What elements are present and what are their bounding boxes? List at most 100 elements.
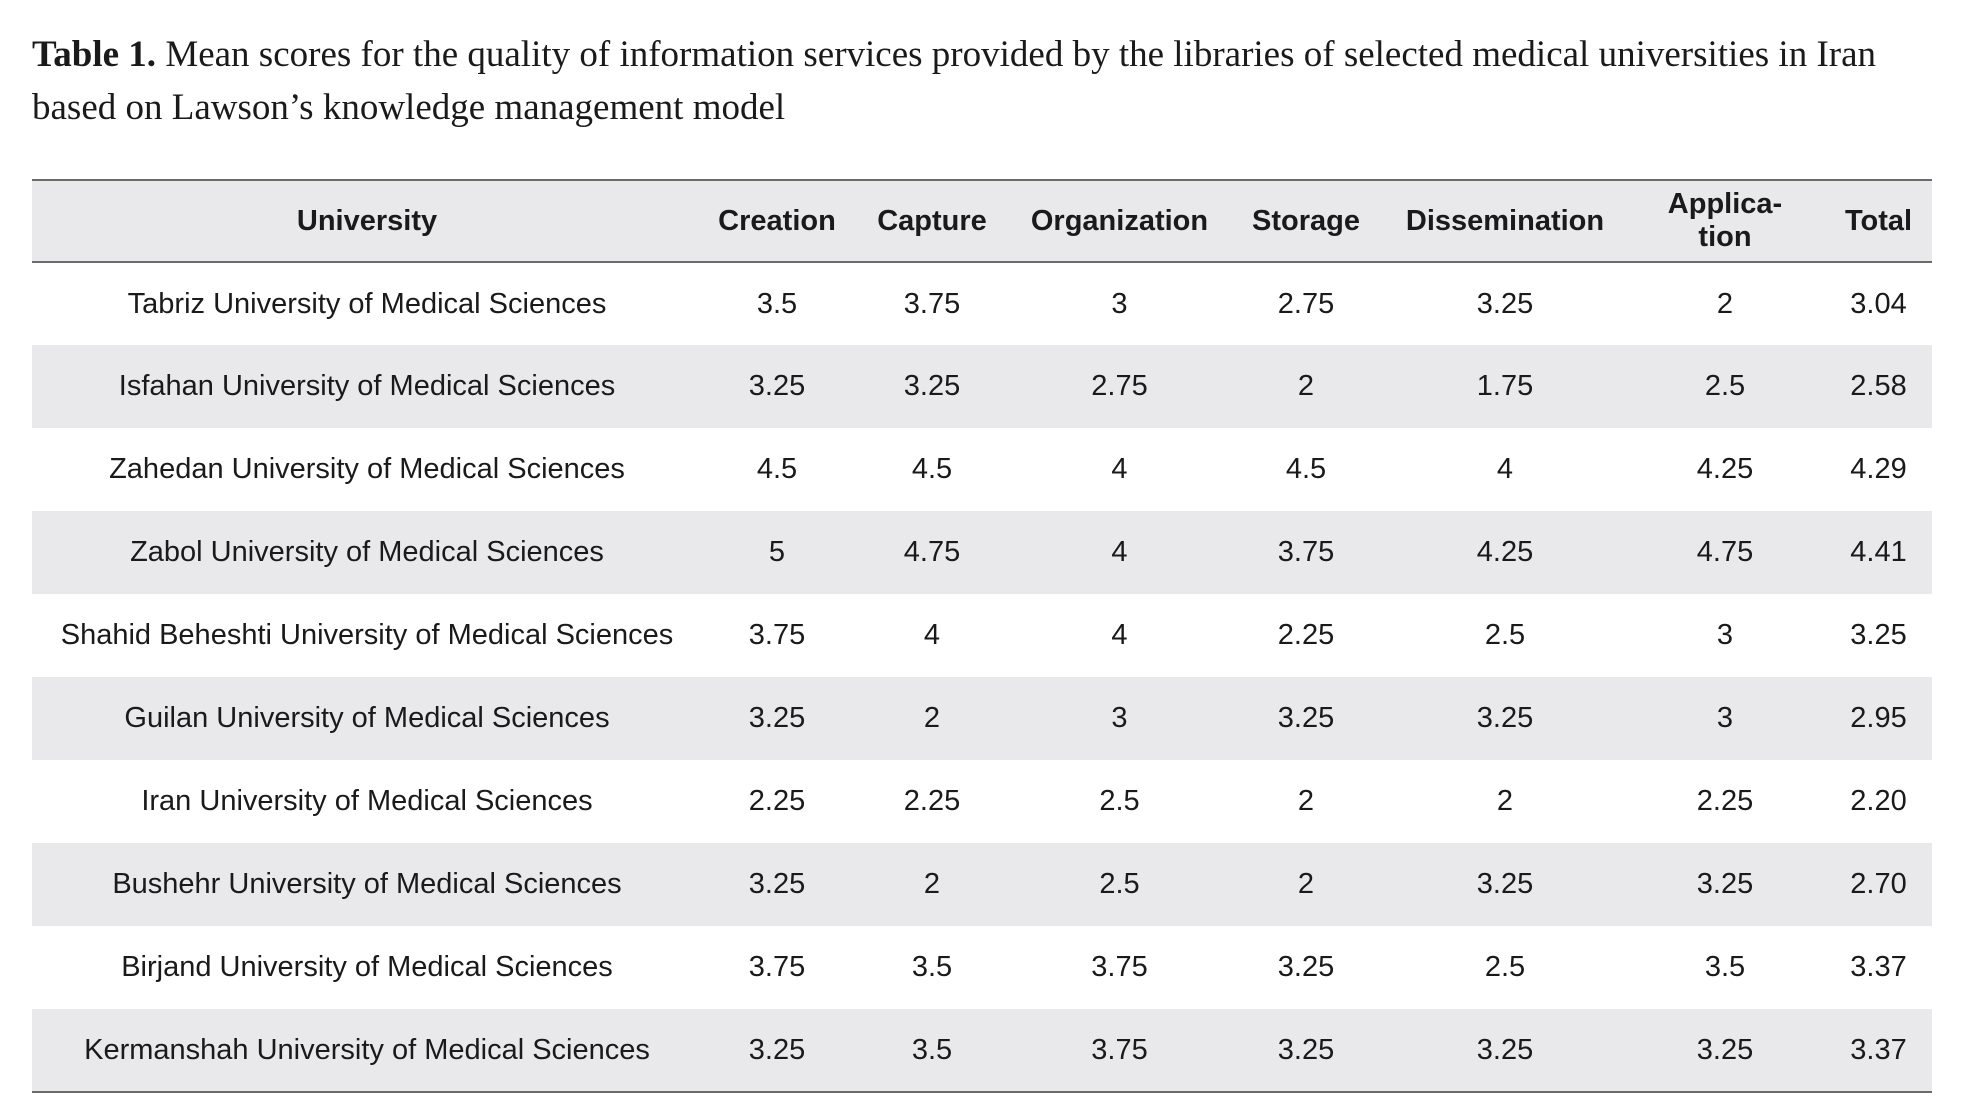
cell-application: 2.25	[1696, 785, 1754, 817]
cell-creation: 3.25	[748, 702, 806, 734]
cell-university: Isfahan University of Medical Sciences	[118, 370, 616, 402]
cell-storage: 3.25	[1277, 702, 1335, 734]
cell-organization: 4	[1111, 453, 1128, 485]
cell-capture: 3.5	[911, 951, 953, 983]
cell-dissemination: 3.25	[1476, 702, 1534, 734]
cell-storage: 2	[1297, 370, 1315, 402]
cell-total: 3.37	[1850, 951, 1907, 983]
cell-creation: 3.25	[748, 1033, 806, 1066]
cell-organization: 2.75	[1091, 370, 1148, 402]
cell-organization: 3	[1111, 287, 1128, 320]
cell-creation: 2.25	[748, 785, 806, 817]
header-capture: Capture	[877, 204, 987, 237]
document: Table 1. Mean scores for the quality of …	[32, 28, 1932, 1092]
cell-university: Zahedan University of Medical Sciences	[109, 453, 625, 485]
caption-label: Table 1.	[32, 34, 157, 75]
cell-application: 3.25	[1696, 868, 1754, 900]
cell-organization: 2.5	[1099, 785, 1140, 817]
cell-creation: 3.25	[748, 868, 806, 900]
cell-application: 2	[1716, 287, 1734, 320]
cell-dissemination: 3.25	[1476, 1033, 1534, 1066]
cell-organization: 3	[1111, 702, 1128, 734]
cell-storage: 2	[1297, 868, 1315, 900]
cell-dissemination: 3.25	[1476, 868, 1534, 900]
cell-capture: 3.25	[903, 370, 961, 402]
scores-table: University Creation Capture Organization…	[32, 179, 1932, 1093]
cell-storage: 3.25	[1277, 951, 1335, 983]
caption-text: Mean scores for the quality of informati…	[32, 34, 1877, 128]
cell-dissemination: 3.25	[1476, 287, 1534, 320]
table-row: Bushehr University of Medical Sciences 3.…	[32, 843, 1932, 926]
cell-storage: 2.75	[1277, 287, 1335, 320]
header-application-line1: Applica-	[1667, 188, 1783, 220]
cell-storage: 2.25	[1277, 619, 1335, 651]
header-total: Total	[1844, 204, 1913, 237]
table-row: Zahedan University of Medical Sciences 4.…	[32, 428, 1932, 511]
cell-total: 2.58	[1850, 370, 1907, 402]
table-row: Kermanshah University of Medical Science…	[32, 1009, 1932, 1092]
cell-capture: 4.75	[903, 536, 961, 568]
cell-creation: 3.75	[748, 951, 806, 983]
header-storage: Storage	[1252, 204, 1360, 237]
header-application: Applica-tion	[1625, 180, 1825, 262]
cell-capture: 2	[923, 702, 941, 734]
cell-dissemination: 4	[1496, 453, 1514, 485]
table-row: Guilan University of Medical Sciences 3.2…	[32, 677, 1932, 760]
header-organization: Organization	[1030, 204, 1209, 237]
cell-university: Zabol University of Medical Sciences	[130, 536, 604, 568]
table-row: Shahid Beheshti University of Medical Sc…	[32, 594, 1932, 677]
cell-dissemination: 2.5	[1484, 619, 1526, 651]
table-row: Zabol University of Medical Sciences 5 4.7…	[32, 511, 1932, 594]
cell-dissemination: 2.5	[1484, 951, 1526, 983]
header-creation: Creation	[718, 204, 836, 237]
cell-university: Shahid Beheshti University of Medical Sc…	[60, 619, 674, 651]
cell-storage: 4.5	[1285, 453, 1327, 485]
cell-capture: 4	[923, 619, 941, 651]
cell-creation: 3.5	[756, 287, 798, 320]
cell-total: 3.04	[1850, 287, 1907, 320]
cell-application: 3.25	[1696, 1033, 1754, 1066]
cell-university: Iran University of Medical Sciences	[141, 785, 593, 817]
cell-dissemination: 1.75	[1476, 370, 1534, 402]
cell-total: 2.95	[1850, 702, 1907, 734]
cell-total: 2.70	[1850, 868, 1907, 900]
cell-total: 2.20	[1850, 785, 1907, 817]
cell-capture: 2.25	[903, 785, 961, 817]
table-caption: Table 1. Mean scores for the quality of …	[32, 28, 1932, 134]
cell-university: Tabriz University of Medical Sciences	[127, 287, 607, 320]
cell-organization: 3.75	[1091, 1033, 1148, 1066]
cell-storage: 2	[1297, 785, 1315, 817]
table-header: University Creation Capture Organization…	[32, 180, 1932, 262]
cell-creation: 3.75	[748, 619, 806, 651]
cell-application: 4.75	[1696, 536, 1754, 568]
cell-organization: 4	[1111, 619, 1128, 651]
cell-organization: 2.5	[1099, 868, 1140, 900]
header-application-line2: tion	[1698, 221, 1752, 253]
cell-total: 3.37	[1850, 1033, 1907, 1066]
header-row: University Creation Capture Organization…	[32, 180, 1932, 262]
cell-organization: 3.75	[1091, 951, 1148, 983]
cell-application: 4.25	[1696, 453, 1754, 485]
cell-storage: 3.75	[1277, 536, 1335, 568]
header-university: University	[296, 204, 438, 237]
table-body: Tabriz University of Medical Sciences 3.5…	[32, 262, 1932, 1092]
cell-total: 3.25	[1850, 619, 1907, 651]
cell-application: 3.5	[1704, 951, 1746, 983]
cell-organization: 4	[1111, 536, 1128, 568]
table-row: Tabriz University of Medical Sciences 3.5…	[32, 262, 1932, 345]
cell-dissemination: 2	[1496, 785, 1514, 817]
cell-creation: 5	[768, 536, 786, 568]
cell-application: 3	[1716, 619, 1734, 651]
cell-university: Birjand University of Medical Sciences	[121, 951, 613, 983]
cell-creation: 3.25	[748, 370, 806, 402]
cell-application: 2.5	[1704, 370, 1746, 402]
table-row: Iran University of Medical Sciences 2.25 2…	[32, 760, 1932, 843]
table-row: Isfahan University of Medical Sciences 3.…	[32, 345, 1932, 428]
cell-application: 3	[1716, 702, 1734, 734]
cell-total: 4.41	[1850, 536, 1907, 568]
cell-creation: 4.5	[756, 453, 798, 485]
header-dissemination: Dissemination	[1405, 204, 1605, 237]
cell-university: Kermanshah University of Medical Science…	[84, 1033, 650, 1066]
cell-capture: 3.5	[911, 1033, 953, 1066]
cell-storage: 3.25	[1277, 1033, 1335, 1066]
